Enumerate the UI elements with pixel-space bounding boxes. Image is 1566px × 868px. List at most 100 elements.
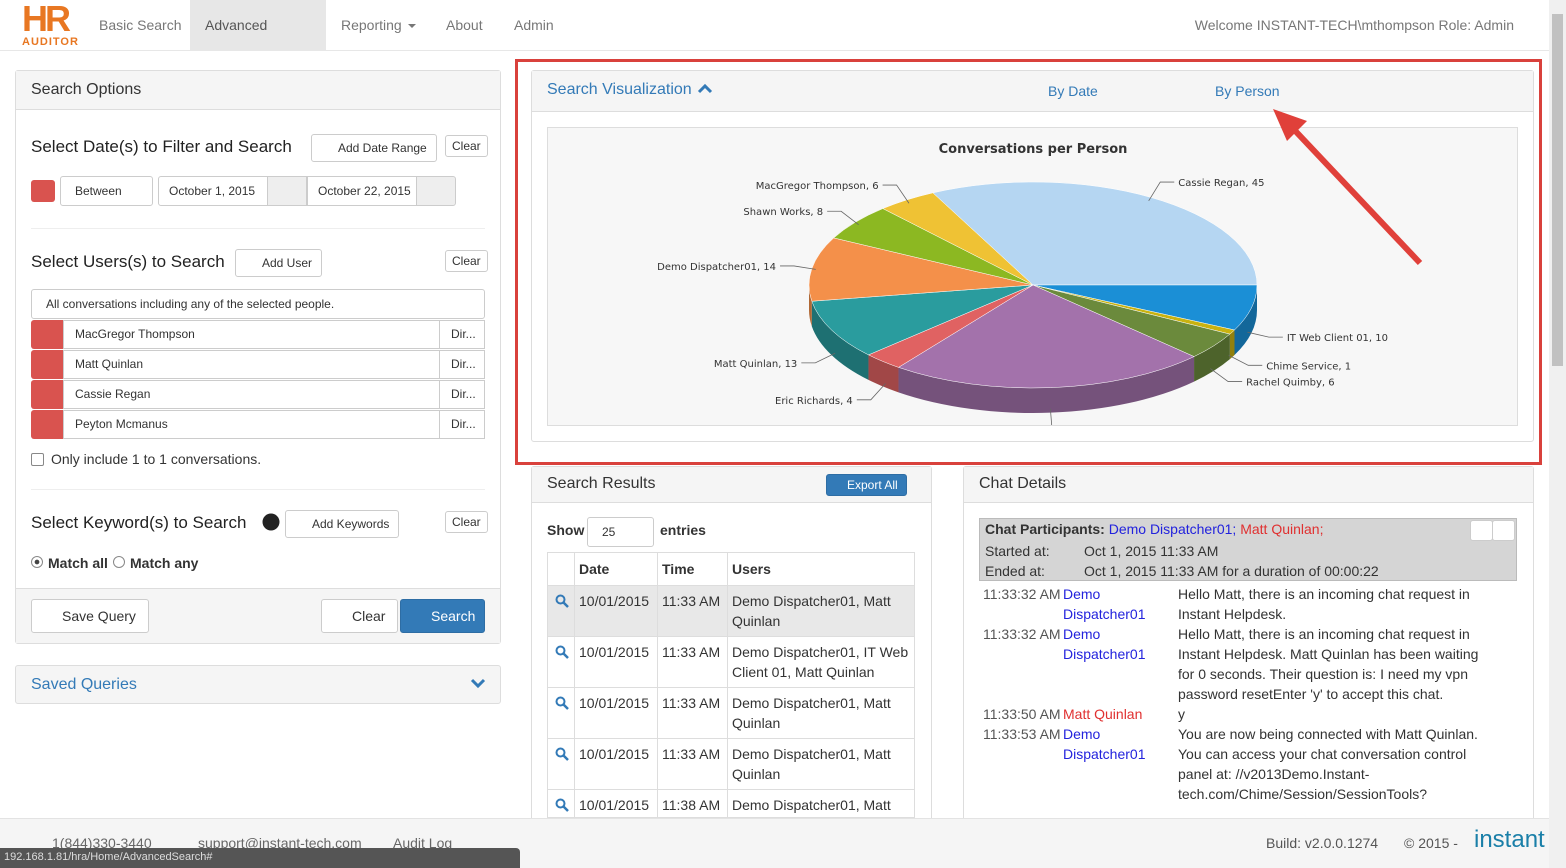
directory-button[interactable]: Dir... xyxy=(439,380,485,409)
participant[interactable]: Demo Dispatcher01; xyxy=(1108,521,1237,537)
email-link[interactable]: support@instant-tech.com xyxy=(198,835,362,851)
slice-side xyxy=(1229,329,1235,360)
view-icon[interactable] xyxy=(555,594,569,608)
date-cell: 10/01/2015 xyxy=(579,695,650,711)
directory-button[interactable]: Dir... xyxy=(439,320,485,349)
calendar-button[interactable] xyxy=(267,176,307,206)
caret xyxy=(407,24,416,28)
button-label: Search xyxy=(431,608,476,624)
saved-queries-panel[interactable]: Saved Queries xyxy=(15,665,501,704)
results-table: Date Time Users 10/01/2015 11:33 AM Demo Disp… xyxy=(547,552,915,818)
search-button[interactable]: Search xyxy=(400,599,485,633)
column-header: Time xyxy=(662,561,695,577)
message-list: 11:33:32 AM Demo Dispatcher01 Hello Matt, … xyxy=(979,584,1517,818)
panel-title: Saved Queries xyxy=(31,676,137,693)
user-input[interactable]: MacGregor Thompson xyxy=(63,320,440,349)
directory-button[interactable]: Dir... xyxy=(439,350,485,379)
message-sender[interactable]: Demo Dispatcher01 xyxy=(1063,726,1146,762)
users-cell: Demo Dispatcher01, Matt Quinlan xyxy=(732,746,891,782)
message-time: 11:33:53 AM xyxy=(983,726,1061,742)
user-input[interactable]: Peyton Mcmanus xyxy=(63,410,440,439)
save-query-button[interactable]: Save Query xyxy=(31,599,149,633)
add-date-range-button[interactable]: Add Date Range xyxy=(311,134,437,162)
view-icon[interactable] xyxy=(555,645,569,659)
time-cell: 11:38 AM xyxy=(662,797,721,813)
slice-side xyxy=(811,301,869,380)
remove-button[interactable] xyxy=(31,180,55,202)
user-input[interactable]: Cassie Regan xyxy=(63,380,440,409)
participants-label: Chat Participants: xyxy=(985,521,1105,537)
audit-log-link[interactable]: Audit Log xyxy=(393,835,453,851)
date-cell: 10/01/2015 xyxy=(579,746,650,762)
nav-item-dropdown[interactable]: Reporting xyxy=(326,0,433,50)
download-button[interactable] xyxy=(1470,520,1493,541)
visualization-title[interactable]: Search Visualization xyxy=(547,81,713,99)
page-size-select[interactable]: 25 xyxy=(587,517,654,547)
divider xyxy=(31,489,485,490)
brand-logo: instant xyxy=(1474,826,1545,853)
table-row[interactable] xyxy=(548,687,914,738)
export-button[interactable]: Export All xyxy=(826,474,907,496)
remove-button[interactable] xyxy=(31,380,63,409)
column-header: Date xyxy=(579,561,610,577)
nav-item-active[interactable]: Advanced Search xyxy=(190,0,326,83)
view-icon[interactable] xyxy=(555,696,569,710)
welcome-text: Welcome INSTANT-TECH\mthompson Role: Adm… xyxy=(1194,17,1514,33)
logo[interactable]: HR AUDITOR xyxy=(22,0,84,50)
scroll-thumb[interactable] xyxy=(1552,14,1563,366)
calendar-button[interactable] xyxy=(416,176,456,206)
scrollbar[interactable] xyxy=(1549,0,1566,868)
view-icon[interactable] xyxy=(555,747,569,761)
clear-button[interactable]: Clear xyxy=(445,135,488,157)
clear-button[interactable]: Clear xyxy=(445,250,488,272)
ended-value: Oct 1, 2015 11:33 AM for a duration of 0… xyxy=(1084,563,1379,579)
radio[interactable] xyxy=(113,556,125,568)
directory-button[interactable]: Dir... xyxy=(439,410,485,439)
pie-slice xyxy=(897,284,1195,413)
remove-button[interactable] xyxy=(31,320,63,349)
view-icon[interactable] xyxy=(555,798,569,812)
date-mode-select[interactable]: Between xyxy=(60,176,153,206)
users-cell: Demo Dispatcher01, Matt Quinlan xyxy=(732,593,891,629)
table-row[interactable] xyxy=(548,585,914,636)
remove-button[interactable] xyxy=(31,410,63,439)
time-cell: 11:33 AM xyxy=(662,746,721,762)
table-row[interactable] xyxy=(548,789,914,817)
copyright: © 2015 - xyxy=(1404,835,1458,851)
leader-line xyxy=(856,383,886,401)
user-input[interactable]: Matt Quinlan xyxy=(63,350,440,379)
divider xyxy=(31,228,485,229)
table-row[interactable] xyxy=(548,738,914,789)
radio-selected[interactable] xyxy=(31,556,43,568)
clear-button[interactable]: Clear xyxy=(445,511,488,533)
remove-button[interactable] xyxy=(31,350,63,379)
section-heading: Select Date(s) to Filter and Search xyxy=(31,137,292,156)
help-icon[interactable] xyxy=(262,513,280,531)
ended-label: Ended at: xyxy=(985,563,1045,579)
nav-item[interactable]: Admin xyxy=(514,17,554,33)
date-from-input[interactable]: October 1, 2015 xyxy=(158,176,268,206)
tab-link[interactable]: By Person xyxy=(1215,83,1280,99)
add-keywords-button[interactable]: Add Keywords xyxy=(285,510,400,538)
add-user-button[interactable]: Add User xyxy=(235,249,323,277)
message-sender[interactable]: Matt Quinlan xyxy=(1063,706,1143,722)
time-cell: 11:33 AM xyxy=(662,644,721,660)
message-time: 11:33:50 AM xyxy=(983,706,1061,722)
clear-search-button[interactable]: Clear xyxy=(321,599,399,633)
slice-side xyxy=(1194,334,1230,382)
participant[interactable]: Matt Quinlan; xyxy=(1240,521,1324,537)
users-cell: Demo Dispatcher01, Matt Quinlan xyxy=(732,695,891,731)
tab-link[interactable]: By Date xyxy=(1048,83,1098,99)
message-sender[interactable]: Demo Dispatcher01 xyxy=(1063,626,1146,662)
message-sender[interactable]: Demo Dispatcher01 xyxy=(1063,586,1146,622)
logo-top: HR xyxy=(22,0,71,39)
table-row[interactable] xyxy=(548,636,914,687)
nav-item[interactable]: About xyxy=(446,17,483,33)
document-button[interactable] xyxy=(1492,520,1515,541)
nav-item[interactable]: Basic Search xyxy=(99,17,182,33)
date-to-input[interactable]: October 22, 2015 xyxy=(307,176,417,206)
users-mode-select[interactable]: All conversations including any of the s… xyxy=(31,289,485,319)
checkbox[interactable] xyxy=(31,453,44,466)
leader-line xyxy=(780,265,816,270)
slice-label: Cassie Regan, 45 xyxy=(1178,178,1264,189)
